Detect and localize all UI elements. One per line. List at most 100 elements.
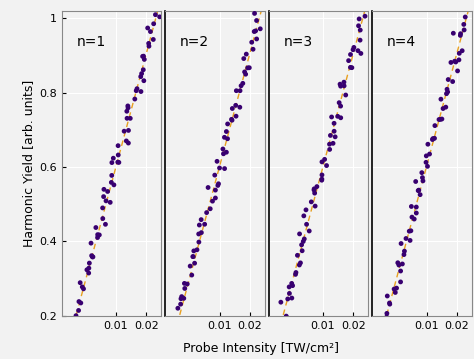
Point [415, 187, 423, 193]
Y-axis label: Harmonic Yield [arb. units]: Harmonic Yield [arb. units] [22, 80, 35, 247]
Point [277, 299, 285, 305]
Point [330, 121, 338, 126]
Point [79, 284, 86, 290]
Point [386, 300, 393, 306]
Point [292, 271, 299, 277]
Point [236, 104, 244, 110]
Point [232, 102, 239, 108]
Point [89, 254, 96, 260]
Point [449, 79, 456, 84]
Point [174, 306, 182, 311]
Point [350, 45, 358, 50]
Point [138, 71, 146, 76]
Point [355, 23, 362, 29]
Point [460, 27, 468, 33]
Point [104, 188, 111, 194]
Point [125, 140, 132, 146]
Point [397, 279, 404, 285]
Point [437, 96, 445, 102]
Point [181, 285, 189, 291]
Point [233, 88, 240, 94]
Point [88, 253, 95, 258]
Point [256, 26, 264, 32]
Point [224, 121, 231, 127]
Point [114, 159, 121, 165]
Point [286, 290, 293, 296]
Point [293, 252, 301, 258]
Point [107, 200, 114, 205]
Point [397, 241, 405, 246]
Point [120, 128, 128, 134]
Point [456, 51, 463, 56]
Point [407, 228, 415, 234]
Point [452, 59, 460, 65]
Point [410, 216, 418, 222]
Point [252, 28, 259, 34]
Point [72, 313, 80, 318]
Point [292, 270, 300, 275]
Point [288, 280, 295, 286]
Point [114, 143, 122, 149]
Point [405, 228, 413, 234]
Point [127, 116, 134, 121]
Text: n=2: n=2 [180, 35, 209, 49]
Point [215, 181, 222, 187]
Point [139, 53, 146, 59]
Point [310, 187, 318, 193]
Point [145, 43, 153, 49]
Point [443, 91, 450, 97]
Point [76, 280, 84, 285]
Point [188, 272, 196, 278]
Point [108, 160, 116, 165]
Point [219, 151, 227, 157]
Point [89, 254, 97, 260]
Point [399, 261, 406, 267]
Point [144, 25, 152, 31]
Point [408, 214, 416, 220]
Point [437, 117, 444, 122]
Point [439, 106, 447, 111]
Point [300, 213, 308, 219]
Point [189, 254, 197, 260]
Point [394, 260, 401, 266]
Point [190, 254, 197, 260]
Point [296, 231, 303, 237]
Point [298, 242, 305, 248]
Point [390, 286, 398, 292]
Point [152, 12, 159, 18]
Point [334, 113, 341, 119]
Point [302, 207, 310, 213]
Text: Probe Intensity [TW/cm²]: Probe Intensity [TW/cm²] [182, 342, 339, 355]
Point [336, 81, 344, 87]
Point [191, 260, 199, 266]
Point [451, 59, 458, 64]
Point [383, 314, 391, 320]
Point [253, 36, 260, 42]
Point [356, 16, 363, 22]
Point [248, 39, 255, 45]
Point [289, 283, 296, 289]
Point [454, 68, 461, 74]
Point [424, 141, 432, 147]
Point [137, 74, 145, 79]
Point [178, 294, 185, 299]
Point [419, 178, 427, 184]
Point [288, 295, 296, 301]
Point [323, 163, 330, 168]
Point [75, 308, 82, 313]
Point [326, 141, 333, 147]
Point [100, 194, 108, 200]
Point [198, 230, 205, 236]
Point [443, 87, 451, 92]
Point [285, 284, 293, 290]
Point [460, 22, 467, 27]
Point [456, 33, 464, 38]
Point [283, 313, 290, 319]
Point [137, 89, 145, 94]
Point [77, 300, 84, 306]
Point [327, 132, 334, 138]
Point [462, 14, 469, 20]
Point [457, 31, 465, 37]
Point [92, 225, 100, 230]
Point [431, 135, 438, 141]
